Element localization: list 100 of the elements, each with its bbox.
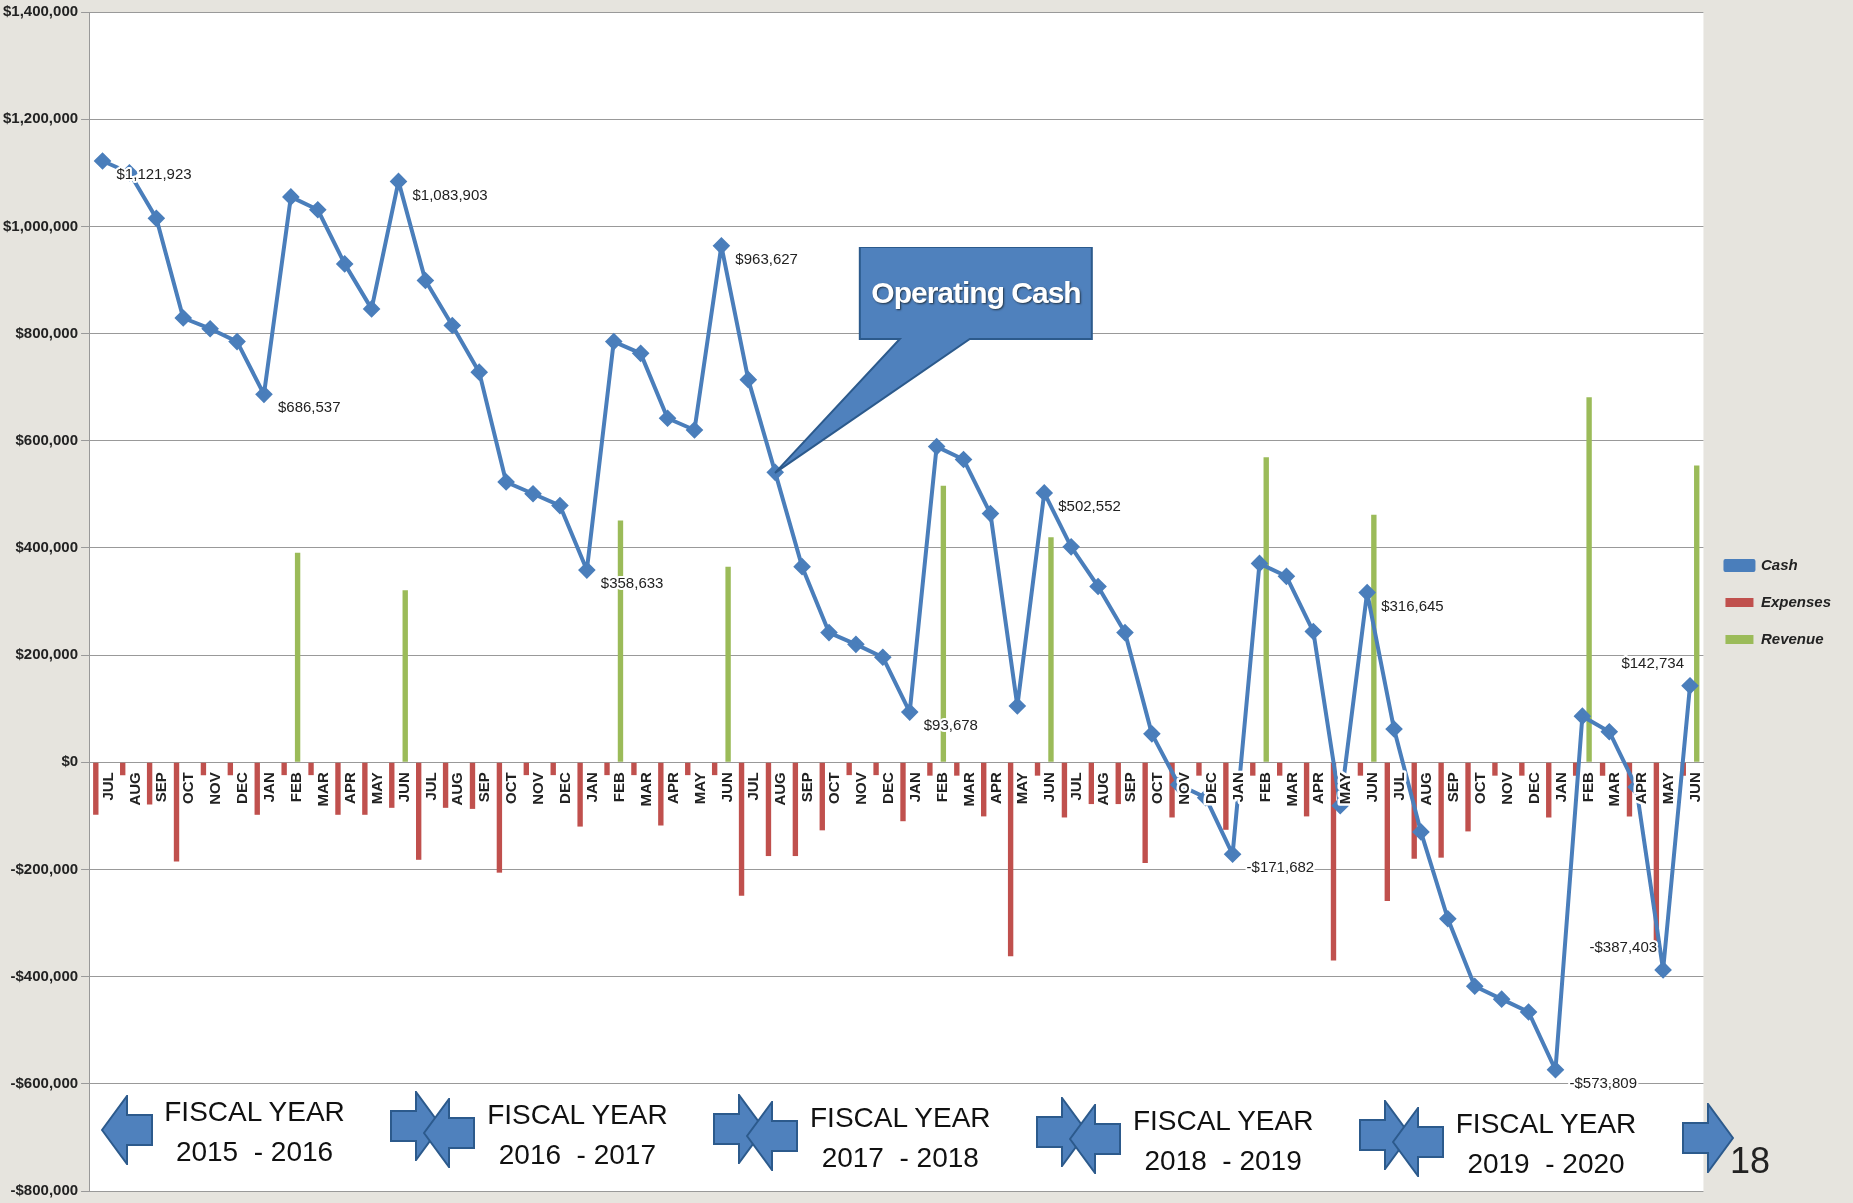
point xyxy=(1143,725,1160,742)
annotation: Operating Cash xyxy=(870,275,1082,311)
point xyxy=(1574,708,1591,725)
bar xyxy=(1599,762,1606,776)
point xyxy=(605,333,622,350)
data-label: $686,537 xyxy=(277,398,341,416)
x-tick-label: JUN xyxy=(1686,772,1704,803)
bar xyxy=(1492,762,1498,776)
point xyxy=(874,649,891,666)
bar xyxy=(1465,762,1471,832)
point xyxy=(1439,910,1456,927)
bar xyxy=(442,762,449,808)
bar xyxy=(1142,762,1148,864)
bar xyxy=(120,762,126,776)
point xyxy=(928,438,945,455)
bar xyxy=(1196,762,1202,776)
point xyxy=(955,451,972,468)
bar xyxy=(846,762,852,776)
x-tick-label: DEC xyxy=(1201,772,1219,804)
bar xyxy=(1263,457,1269,762)
bar xyxy=(173,762,180,862)
point xyxy=(1386,721,1403,738)
bar xyxy=(496,762,503,873)
bar xyxy=(685,762,691,776)
point xyxy=(578,562,595,579)
x-tick-label: SEP xyxy=(152,772,170,803)
bar xyxy=(227,762,234,776)
point xyxy=(202,320,219,337)
bar xyxy=(1007,762,1014,957)
bar xyxy=(415,762,422,860)
y-tick-label: $1,000,000 xyxy=(3,216,79,234)
bar xyxy=(1546,762,1552,818)
x-tick-label: FEB xyxy=(1578,772,1596,803)
annotation: FISCAL YEAR 2015 - 2016 xyxy=(164,1095,345,1167)
y-tick-label: $400,000 xyxy=(15,538,79,556)
bar xyxy=(873,762,879,776)
bar xyxy=(402,590,408,762)
point xyxy=(1251,555,1268,572)
bar xyxy=(1438,762,1444,858)
point xyxy=(982,505,999,522)
point xyxy=(821,624,837,641)
bar xyxy=(900,762,906,822)
point xyxy=(1601,723,1618,740)
bar xyxy=(1061,762,1068,818)
point xyxy=(740,371,757,388)
bar xyxy=(738,762,745,896)
bar xyxy=(1250,762,1256,776)
point xyxy=(309,201,326,218)
x-tick-label: SEP xyxy=(475,772,493,803)
bar xyxy=(725,566,731,762)
point xyxy=(1090,578,1107,595)
x-tick-label: APR xyxy=(663,772,681,804)
x-tick-label: DEC xyxy=(878,772,896,804)
x-tick-label: JUL xyxy=(1067,772,1085,801)
x-tick-label: JAN xyxy=(1228,772,1246,803)
x-tick-label: JAN xyxy=(260,772,278,803)
bar xyxy=(1048,537,1054,762)
point xyxy=(847,636,864,653)
x-tick-label: OCT xyxy=(1470,772,1488,804)
bar xyxy=(1586,397,1592,762)
bar xyxy=(1088,762,1095,805)
x-tick-label: FEB xyxy=(287,772,305,803)
point xyxy=(659,410,676,427)
bar xyxy=(1115,762,1121,805)
point xyxy=(1493,991,1510,1008)
point xyxy=(713,237,730,254)
bar xyxy=(631,762,637,776)
x-tick-label: DEC xyxy=(556,772,574,804)
point xyxy=(1466,978,1483,995)
point xyxy=(390,173,407,190)
x-tick-label: MAR xyxy=(1605,772,1623,807)
x-tick-label: OCT xyxy=(179,772,197,804)
point xyxy=(1063,538,1080,555)
x-tick-label: JUN xyxy=(394,772,412,803)
annotation: FISCAL YEAR 2016 - 2017 xyxy=(487,1098,668,1170)
x-tick-label: JAN xyxy=(582,772,600,803)
data-label: $142,734 xyxy=(1621,653,1685,671)
x-tick-label: JUL xyxy=(744,772,762,801)
point xyxy=(1547,1061,1564,1078)
bar xyxy=(765,762,772,857)
x-tick-label: JAN xyxy=(1551,772,1569,803)
data-label: $502,552 xyxy=(1058,497,1121,515)
bar xyxy=(1519,762,1525,776)
point xyxy=(1278,568,1295,585)
legend-label: Cash xyxy=(1760,555,1798,573)
bar xyxy=(469,762,476,809)
point xyxy=(471,364,488,381)
data-label: -$387,403 xyxy=(1589,938,1658,956)
point xyxy=(632,345,649,362)
bar xyxy=(200,762,207,776)
data-label: -$573,809 xyxy=(1569,1073,1638,1091)
data-label: $963,627 xyxy=(735,250,798,267)
x-tick-label: APR xyxy=(1309,772,1327,804)
data-label: $316,645 xyxy=(1381,596,1444,614)
x-tick-label: MAY xyxy=(1336,772,1354,805)
bar xyxy=(1694,465,1700,762)
point xyxy=(229,333,246,350)
point xyxy=(1036,484,1053,501)
point xyxy=(686,422,703,439)
bar xyxy=(1223,762,1229,830)
